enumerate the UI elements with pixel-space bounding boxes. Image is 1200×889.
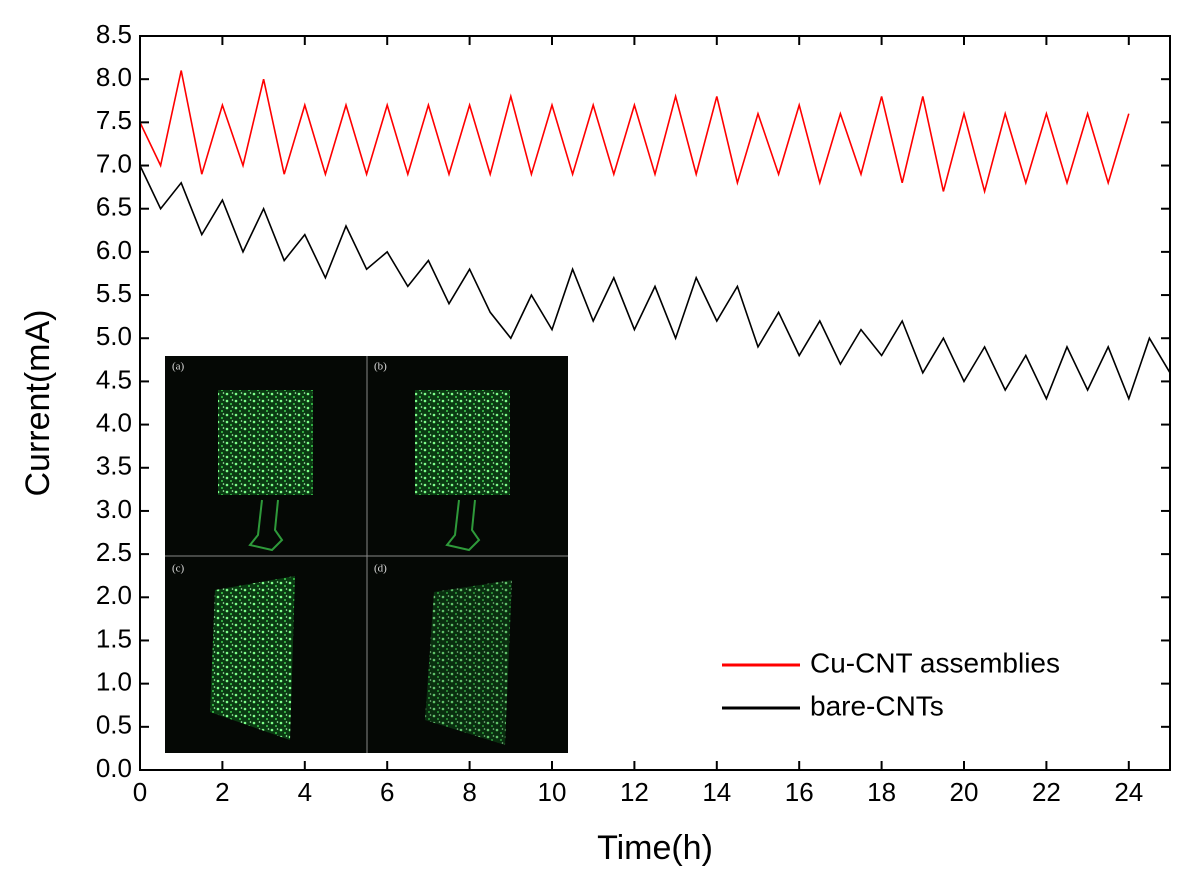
x-tick-label: 16 <box>785 777 814 807</box>
y-tick-label: 1.5 <box>96 623 132 653</box>
y-tick-label: 2.5 <box>96 537 132 567</box>
plot-area <box>139 70 1171 402</box>
x-axis-label: Time(h) <box>597 829 713 867</box>
holder-a <box>248 499 284 552</box>
y-tick-label: 4.5 <box>96 364 132 394</box>
y-tick-label: 2.0 <box>96 580 132 610</box>
y-tick-label: 1.0 <box>96 667 132 697</box>
y-tick-label: 4.0 <box>96 407 132 437</box>
y-tick-label: 3.5 <box>96 451 132 481</box>
y-tick-label: 7.5 <box>96 105 132 135</box>
x-tick-label: 8 <box>462 777 476 807</box>
y-tick-label: 0.0 <box>96 753 132 783</box>
y-tick-label: 7.0 <box>96 148 132 178</box>
x-tick-label: 14 <box>702 777 731 807</box>
y-tick-label: 8.5 <box>96 19 132 49</box>
y-tick-label: 6.5 <box>96 192 132 222</box>
holder-b <box>445 499 481 552</box>
data-line <box>139 70 1130 195</box>
x-tick-label: 4 <box>298 777 312 807</box>
y-tick-label: 5.5 <box>96 278 132 308</box>
y-tick-label: 0.5 <box>96 710 132 740</box>
y-axis-label: Current(mA) <box>19 309 57 496</box>
x-tick-label: 18 <box>867 777 896 807</box>
inset-label: (d) <box>374 563 387 575</box>
axis-frame <box>139 35 1171 771</box>
inset-image: (a) (b) (c) (d) <box>165 356 568 753</box>
y-tick-label: 5.0 <box>96 321 132 351</box>
x-tick-label: 2 <box>215 777 229 807</box>
x-tick-label: 24 <box>1114 777 1143 807</box>
sample-a <box>218 390 313 495</box>
sample-c <box>210 576 295 740</box>
inset-label: (a) <box>172 361 185 373</box>
data-line <box>139 165 1171 402</box>
legend-label: Cu-CNT assemblies <box>810 647 1060 678</box>
x-tick-label: 10 <box>538 777 567 807</box>
sample-b <box>415 390 510 495</box>
y-tick-label: 6.0 <box>96 235 132 265</box>
x-tick-label: 6 <box>380 777 394 807</box>
x-tick-label: 22 <box>1032 777 1061 807</box>
x-tick-label: 20 <box>950 777 979 807</box>
x-tick-label: 0 <box>133 777 147 807</box>
inset-label: (c) <box>172 563 185 575</box>
sample-d <box>425 580 512 745</box>
legend-label: bare-CNTs <box>810 690 944 721</box>
x-tick-label: 12 <box>620 777 649 807</box>
y-tick-label: 8.0 <box>96 62 132 92</box>
y-tick-label: 3.0 <box>96 494 132 524</box>
inset-label: (b) <box>374 361 387 373</box>
